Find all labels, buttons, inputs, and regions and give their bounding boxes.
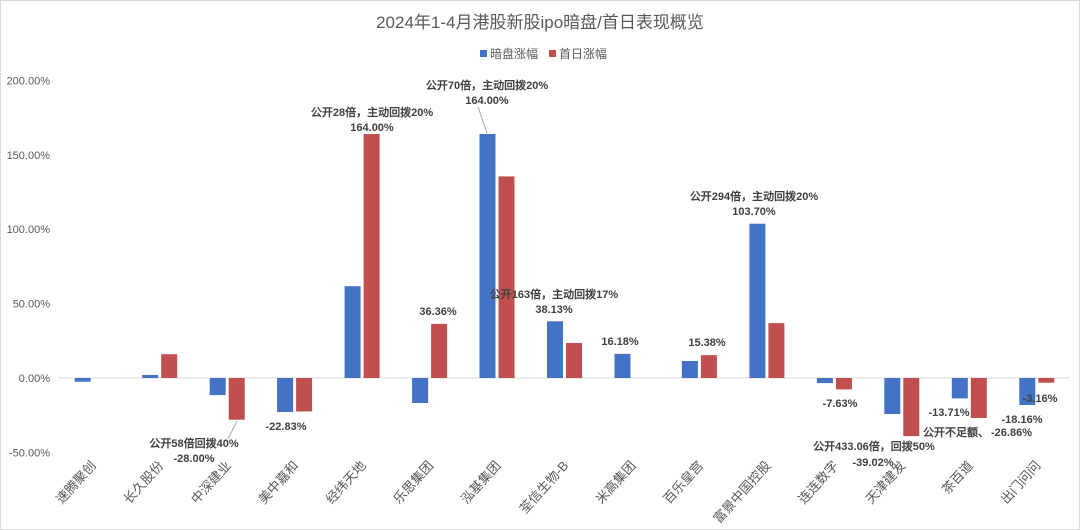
data-label: -28.00% [174,453,215,465]
leader-line [477,106,488,134]
first-day-bar-14 [970,378,987,418]
y-tick-label: 150.00% [7,150,51,162]
first-day-bar-13 [903,378,920,437]
data-label: -18.16% [1002,414,1043,426]
legend-swatch-first-day [549,50,556,57]
dark-pool-bar-4 [277,378,294,412]
first-day-bar-8 [566,343,582,378]
first-day-bar-6 [431,323,448,378]
data-label: 15.38% [688,337,726,349]
y-tick-label: 100.00% [7,224,51,236]
first-day-bar-3 [228,378,245,420]
dark-pool-bar-8 [547,321,563,378]
dark-pool-bar-6 [412,378,429,403]
y-axis: -50.00% 0.00% 50.00% 100.00% 150.00% 200.00% [7,75,1070,459]
legend-label-first-day: 首日涨幅 [559,46,607,61]
data-label: -26.86% [991,427,1032,439]
dark-pool-bar-5 [344,286,361,378]
data-labels: -28.00% -22.83% 164.00% 36.36% 164.00% 38.13%… [149,78,1057,469]
annotation-label: 公开58倍回拨40% [149,436,238,450]
annotation-label: 公开70倍，主动回拨20% [426,78,548,92]
dark-pool-bar-2 [142,375,159,378]
dark-pool-bar-9 [614,353,631,378]
first-day-bar-4 [296,378,313,412]
data-label: -39.02% [853,457,894,469]
dark-pool-bar-14 [951,378,968,399]
first-day-bar-12 [835,378,852,390]
data-label: -3.16% [1023,393,1058,405]
data-label: 38.13% [535,304,573,316]
annotation-label: 公开163倍，主动回拨17% [490,287,619,301]
annotation-label: 公开28倍，主动回拨20% [311,105,433,119]
dark-pool-bar-12 [816,378,833,384]
y-tick-label: 0.00% [19,373,50,385]
legend: 暗盘涨幅 首日涨幅 [480,46,607,61]
data-label: 16.18% [601,336,639,348]
first-day-bar-7 [498,176,515,378]
legend-swatch-dark-pool [480,50,487,57]
data-label: 103.70% [732,206,776,218]
dark-pool-bar-7 [479,134,496,378]
annotation-label: 公开不足额、 [923,425,989,439]
leader-line [227,420,238,440]
first-day-bar-2 [161,354,178,378]
dark-pool-bar-13 [884,378,901,414]
first-day-bar-10 [700,355,717,378]
bars [74,134,1055,437]
dark-pool-bar-3 [209,378,226,396]
dark-pool-bar-11 [749,223,766,378]
legend-label-dark-pool: 暗盘涨幅 [490,46,538,61]
data-label: -7.63% [823,398,858,410]
first-day-bar-15 [1038,378,1055,383]
y-tick-label: 50.00% [13,299,51,311]
data-label: -22.83% [266,421,307,433]
data-label: 164.00% [350,122,394,134]
y-tick-label: 200.00% [7,75,51,87]
dark-pool-bar-10 [681,361,698,378]
annotation-label: 公开433.06倍，回拨50% [813,439,935,453]
data-label: 164.00% [465,95,509,107]
data-label: 36.36% [419,306,457,318]
annotation-label: 公开294倍，主动回拨20% [690,189,819,203]
first-day-bar-11 [768,323,785,378]
chart-title: 2024年1-4月港股新股ipo暗盘/首日表现概览 [376,13,704,32]
y-tick-label: -50.00% [9,447,50,459]
first-day-bar-5 [363,134,380,378]
dark-pool-bar-15 [1019,378,1036,405]
data-label: -13.71% [929,407,970,419]
dark-pool-bar-1 [74,378,91,382]
